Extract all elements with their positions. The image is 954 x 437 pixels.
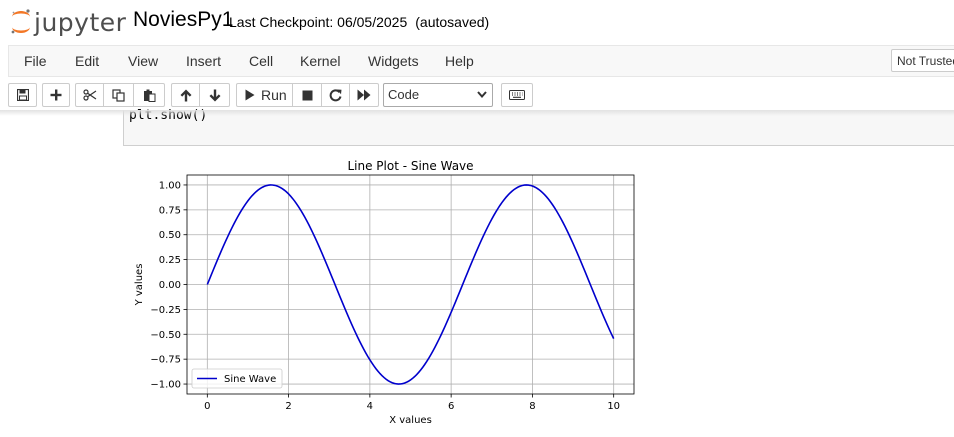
arrow-up-icon: [180, 89, 191, 101]
copy-icon: [112, 88, 125, 102]
run-label: Run: [261, 87, 287, 103]
arrow-down-icon: [209, 89, 220, 101]
y-tick-label: −0.75: [150, 355, 181, 366]
menu-kernel[interactable]: Kernel: [300, 53, 341, 69]
trust-indicator[interactable]: Not Trusted: [891, 49, 954, 72]
menu-help[interactable]: Help: [445, 53, 474, 69]
command-palette-button[interactable]: [501, 83, 533, 107]
y-tick-label: 0.00: [159, 280, 181, 291]
stop-icon: [302, 90, 312, 100]
y-tick-label: −0.25: [150, 305, 181, 316]
run-button[interactable]: Run: [236, 83, 293, 107]
checkpoint-label: Last Checkpoint: 06/05/2025: [229, 14, 408, 30]
jupyter-logo[interactable]: jupyter: [10, 6, 126, 38]
keyboard-icon: [509, 90, 525, 100]
copy-button[interactable]: [103, 83, 134, 107]
save-icon: [16, 89, 29, 101]
chevron-down-icon: [477, 91, 487, 98]
menu-insert[interactable]: Insert: [186, 53, 222, 69]
x-tick-label: 8: [529, 401, 535, 412]
y-tick-label: 0.75: [159, 205, 181, 216]
x-tick-label: 6: [448, 401, 454, 412]
header-shadow: [0, 110, 954, 116]
move-down-button[interactable]: [199, 83, 230, 107]
x-tick-label: 4: [367, 401, 373, 412]
axes-frame: [186, 174, 635, 395]
cell-type-value: Code: [388, 87, 420, 102]
menu-file[interactable]: File: [24, 53, 47, 69]
cut-icon: [82, 89, 96, 101]
y-tick-label: −1.00: [150, 380, 181, 391]
autosave-status: (autosaved): [415, 14, 490, 30]
menubar: File Edit View Insert Cell Kernel Widget…: [8, 45, 954, 77]
interrupt-kernel-button[interactable]: [292, 83, 322, 107]
paste-icon: [143, 89, 155, 102]
save-button[interactable]: [8, 83, 37, 107]
cell-type-select[interactable]: Code: [383, 83, 493, 107]
header: jupyter NoviesPy1 Last Checkpoint: 06/05…: [0, 0, 954, 44]
x-tick-label: 10: [607, 401, 620, 412]
x-axis-label: X values: [389, 415, 432, 426]
paste-button[interactable]: [133, 83, 165, 107]
play-icon: [245, 89, 255, 101]
y-tick-label: 0.50: [159, 230, 181, 241]
logo-wordmark: jupyter: [34, 7, 127, 37]
menu-cell[interactable]: Cell: [249, 53, 274, 69]
x-tick-label: 2: [285, 401, 291, 412]
checkpoint-status: Last Checkpoint: 06/05/2025 (autosaved): [229, 14, 489, 30]
y-tick-label: 1.00: [159, 180, 181, 191]
legend-label-sine-wave: Sine Wave: [224, 374, 276, 385]
gridlines: [187, 175, 634, 394]
fast-forward-icon: [357, 89, 371, 101]
x-tick-label: 0: [204, 401, 210, 412]
restart-run-all-button[interactable]: [349, 83, 379, 107]
y-tick-label: −0.50: [150, 330, 181, 341]
restart-icon: [329, 88, 342, 101]
jupyter-logo-icon: [11, 9, 30, 34]
menu-edit[interactable]: Edit: [75, 53, 100, 69]
axis-ticks: 0 2 4 6 8 10 1.00 0.75 0.50 0.25 0.00 −0.25 −0.50 −0.…: [150, 180, 620, 412]
legend[interactable]: Sine Wave: [191, 368, 283, 389]
move-up-button[interactable]: [171, 83, 200, 107]
notebook-name[interactable]: NoviesPy1: [133, 8, 234, 31]
cut-button[interactable]: [75, 83, 104, 107]
plus-icon: [50, 89, 62, 101]
restart-kernel-button[interactable]: [321, 83, 350, 107]
y-tick-label: 0.25: [159, 255, 181, 266]
sine-wave-plot: 0 2 4 6 8 10 1.00 0.75 0.50 0.25 0.00 −0.25 −0.50 −0.…: [134, 159, 635, 426]
legend-box: [191, 368, 283, 389]
y-axis-label: Y values: [134, 264, 145, 307]
menu-widgets[interactable]: Widgets: [368, 53, 419, 69]
menu-view[interactable]: View: [128, 53, 159, 69]
series-line-sine-wave: [206, 184, 615, 385]
insert-cell-button[interactable]: [42, 83, 70, 107]
toolbar: Run: [0, 80, 954, 110]
chart-title: Line Plot - Sine Wave: [347, 159, 473, 173]
